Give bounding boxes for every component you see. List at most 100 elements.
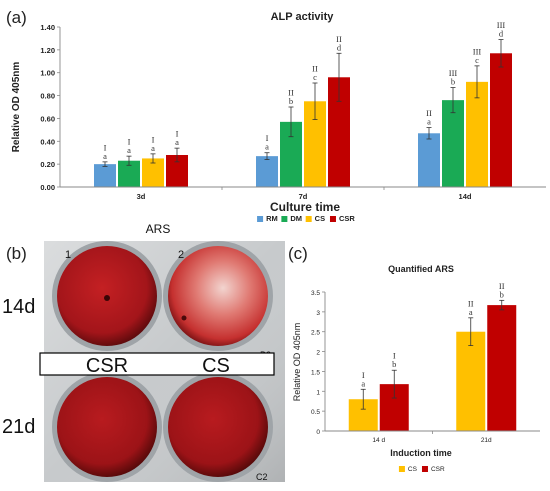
significance-letter: a <box>427 117 431 127</box>
x-tick-label: 21d <box>481 437 492 444</box>
legend-swatch-csr <box>329 216 336 222</box>
significance-letter: a <box>175 137 179 147</box>
chart-c-title: Quantified ARS <box>388 264 454 274</box>
well-21d-cs <box>163 372 273 482</box>
well-number-2: 2 <box>178 249 184 261</box>
panel-a-label: (a) <box>6 8 27 27</box>
bar-csr-21d <box>487 305 517 431</box>
legend-swatch-csr <box>421 466 428 472</box>
panel-b-title: ARS <box>146 222 171 236</box>
chart-a-x-axis-label: Culture time <box>270 200 340 214</box>
legend-swatch-rm <box>257 216 264 222</box>
significance-roman: I <box>152 134 155 144</box>
significance-letter: a <box>151 143 155 153</box>
significance-letter: c <box>313 72 317 82</box>
chart-a-axes <box>59 27 546 188</box>
panel-b-ars-photo: (b) ARS 1 2 B2 C2 CSR CS <box>2 222 285 482</box>
significance-roman: II <box>312 64 318 74</box>
significance-letter: a <box>265 142 269 152</box>
well-number-1: 1 <box>65 249 71 261</box>
chart-c-y-axis-label: Relative OD 405nm <box>292 323 302 402</box>
y-tick-label: 1.5 <box>311 369 320 376</box>
legend-label-dm: DM <box>290 214 302 223</box>
chart-c-x-ticks: 14 d 21d <box>372 431 492 444</box>
chart-c-x-axis-label: Induction time <box>390 448 452 458</box>
bar-csr-3d <box>166 155 188 187</box>
chart-a-bars <box>94 53 512 188</box>
y-tick-label: 0.5 <box>311 409 320 416</box>
bar-dm-14d <box>442 100 464 187</box>
significance-roman: I <box>362 370 365 380</box>
significance-letter: b <box>451 77 455 87</box>
chart-a-y-ticks: 0.00 0.20 0.40 0.60 0.80 1.00 1.20 1.40 <box>40 23 60 192</box>
significance-letter: a <box>103 151 107 161</box>
bar-cs-7d <box>304 101 326 187</box>
plate-code-c2: C2 <box>256 472 268 482</box>
y-tick-label: 2 <box>316 350 320 357</box>
row-label-21d: 21d <box>2 416 35 438</box>
significance-roman: III <box>449 68 458 78</box>
bar-rm-14d <box>418 133 440 187</box>
chart-a-y-axis-label: Relative OD 405nm <box>11 62 22 153</box>
y-tick-label: 3.5 <box>311 290 320 297</box>
x-tick-label: 3d <box>137 192 146 201</box>
y-tick-label: 1.40 <box>40 23 55 32</box>
y-tick-label: 0.40 <box>40 137 55 146</box>
bar-rm-7d <box>256 156 278 187</box>
chart-c-error-bars <box>360 299 505 410</box>
y-tick-label: 1 <box>316 389 320 396</box>
x-tick-label: 7d <box>299 192 308 201</box>
bar-csr-7d <box>328 77 350 187</box>
chart-a-x-ticks: 3d 7d 14d <box>137 187 472 201</box>
panel-b-label: (b) <box>6 244 27 263</box>
y-tick-label: 0.20 <box>40 160 55 169</box>
bar-dm-7d <box>280 121 302 187</box>
bar-cs-14d <box>466 81 488 187</box>
significance-letter: a <box>127 145 131 155</box>
y-tick-label: 1.20 <box>40 46 55 55</box>
legend-swatch-cs <box>305 216 312 222</box>
panel-a-alp-chart: (a) ALP activity Relative OD 405nm Cultu… <box>6 8 546 223</box>
panel-c-quantified-ars-chart: (c) Quantified ARS Relative OD 405nm Ind… <box>288 244 540 473</box>
x-tick-label: 14d <box>459 192 472 201</box>
y-tick-label: 3 <box>316 310 320 317</box>
significance-roman: II <box>468 298 474 308</box>
legend-label-cs: CS <box>408 466 418 473</box>
row-label-14d: 14d <box>2 296 35 318</box>
significance-roman: I <box>104 142 107 152</box>
significance-roman: I <box>393 351 396 361</box>
significance-letter: b <box>500 289 504 299</box>
y-tick-label: 0.60 <box>40 114 55 123</box>
legend-label-csr: CSR <box>431 466 445 473</box>
chart-a-error-bars <box>102 39 504 167</box>
x-tick-label: 14 d <box>372 437 385 444</box>
bar-cs-21d <box>456 331 486 431</box>
bar-rm-3d <box>94 164 116 187</box>
well-14d-cs <box>163 241 273 351</box>
significance-letter: b <box>289 96 293 106</box>
y-tick-label: 0.00 <box>40 183 55 192</box>
significance-roman: III <box>497 20 506 30</box>
legend-label-csr: CSR <box>339 214 355 223</box>
legend-label-cs: CS <box>315 214 325 223</box>
significance-roman: III <box>473 46 482 56</box>
chart-c-bars <box>348 305 517 431</box>
legend-swatch-dm <box>281 216 288 222</box>
significance-roman: I <box>176 129 179 139</box>
significance-roman: II <box>499 281 505 291</box>
chart-c-legend: CS CSR <box>398 466 445 473</box>
significance-letter: d <box>499 29 504 39</box>
significance-roman: II <box>336 34 342 44</box>
y-tick-label: 2.5 <box>311 330 320 337</box>
bar-dm-3d <box>118 160 140 187</box>
column-label-csr: CSR <box>86 355 128 377</box>
photo-column-label-band <box>39 352 275 376</box>
bar-cs-3d <box>142 158 164 187</box>
chart-c-y-ticks: 0 0.5 1 1.5 2 2.5 3 3.5 <box>311 290 325 436</box>
column-label-cs: CS <box>202 355 230 377</box>
well-21d-csr <box>52 372 162 482</box>
significance-letter: a <box>361 378 365 388</box>
